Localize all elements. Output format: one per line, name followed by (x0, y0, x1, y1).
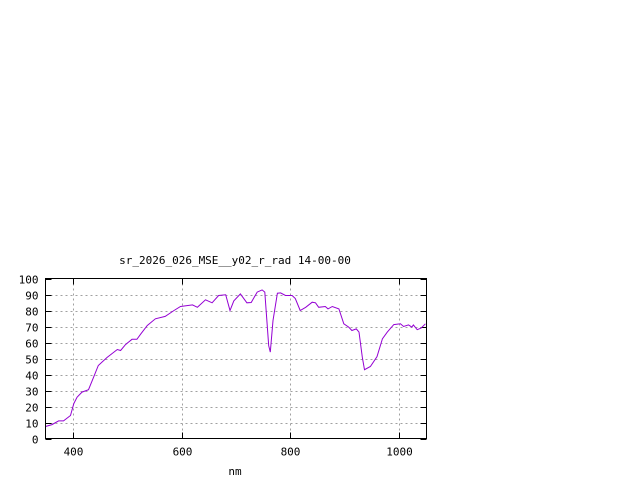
series-line (45, 289, 426, 427)
y-tick-label: 0 (32, 434, 39, 447)
x-tick-label: 400 (64, 446, 84, 459)
axis-ticks: 0 10 20 30 40 50 60 70 80 90 100 400 600 800 1000 (19, 274, 427, 459)
x-axis-label: nm (228, 465, 242, 478)
y-tick-label: 100 (19, 274, 39, 287)
y-tick-label: 70 (25, 322, 38, 335)
x-tick-label: 600 (173, 446, 193, 459)
y-tick-label: 60 (25, 338, 38, 351)
x-tick-label: 800 (281, 446, 301, 459)
grid (45, 278, 427, 439)
y-tick-label: 20 (25, 402, 38, 415)
chart-title: sr_2026_026_MSE__y02_r_rad 14-00-00 (119, 254, 351, 267)
plot-frame (45, 278, 427, 439)
y-tick-label: 10 (25, 418, 38, 431)
y-tick-label: 90 (25, 290, 38, 303)
y-tick-label: 30 (25, 386, 38, 399)
y-tick-label: 50 (25, 354, 38, 367)
y-tick-label: 80 (25, 306, 38, 319)
y-tick-label: 40 (25, 370, 38, 383)
x-tick-label: 1000 (386, 446, 413, 459)
